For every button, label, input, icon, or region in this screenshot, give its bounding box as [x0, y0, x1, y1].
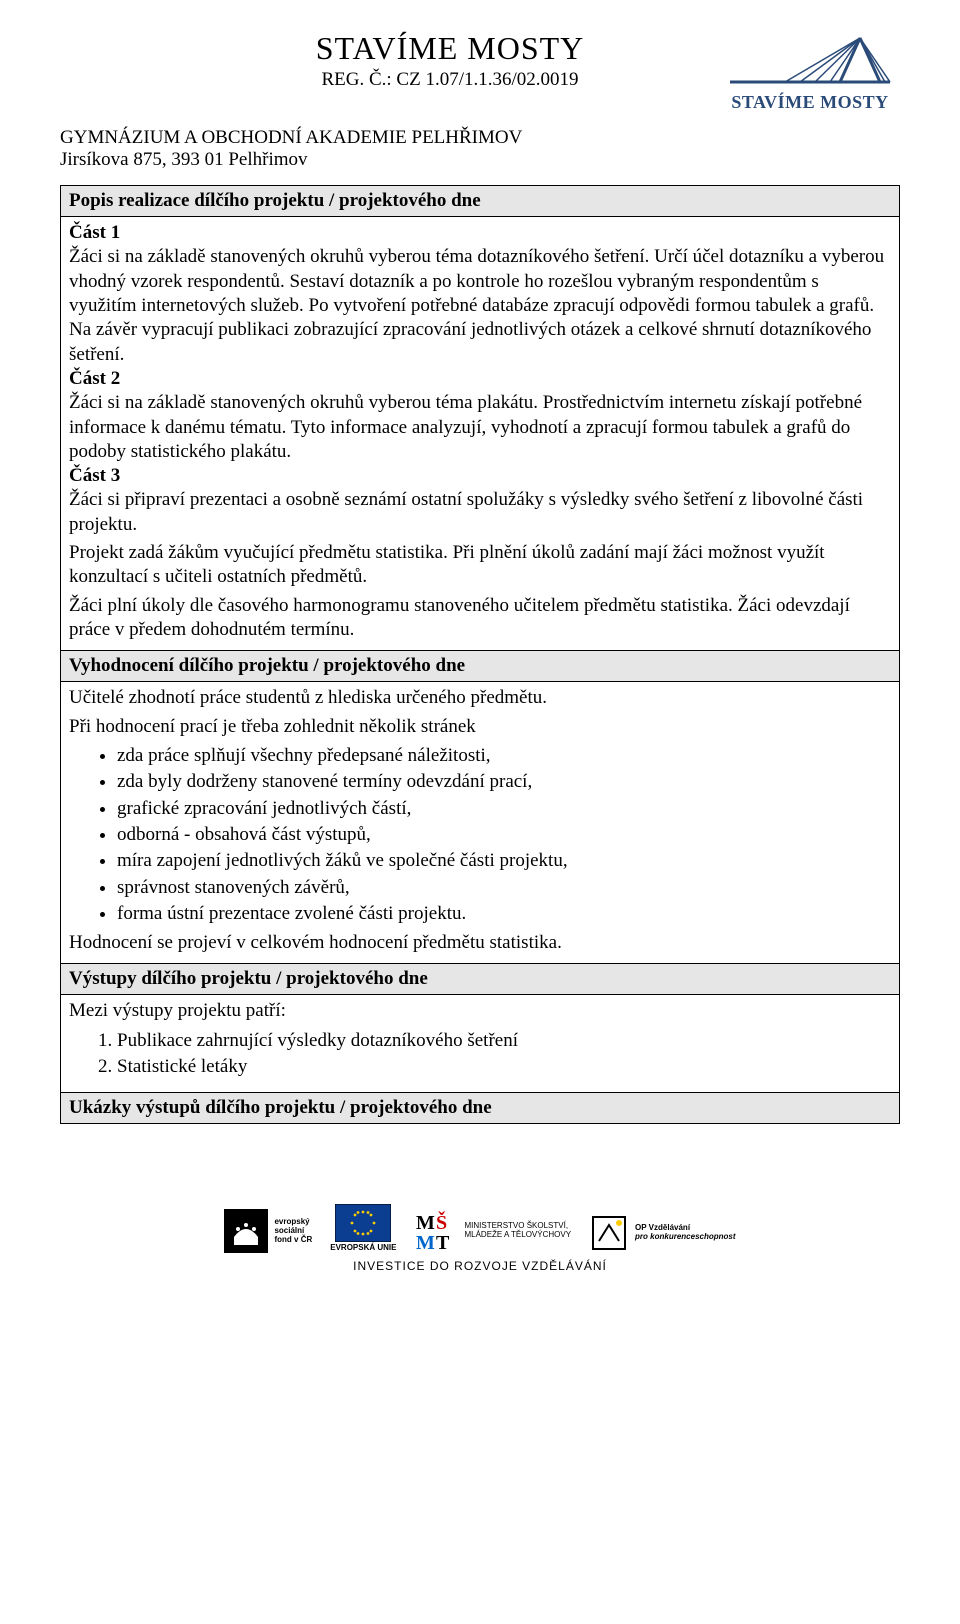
- bullet-item: grafické zpracování jednotlivých částí,: [117, 796, 891, 822]
- project-logo-text: STAVÍME MOSTY: [720, 92, 900, 113]
- op-icon: [589, 1213, 629, 1253]
- section-header-popis: Popis realizace dílčího projektu / proje…: [61, 186, 899, 217]
- part3-p1: Žáci si připraví prezentaci a osobně sez…: [69, 488, 891, 537]
- ministry-text: MINISTERSTVO ŠKOLSTVÍ, MLÁDEŽE A TĚLOVÝC…: [464, 1222, 571, 1240]
- bullet-item: zda byly dodrženy stanovené termíny odev…: [117, 769, 891, 795]
- institution-name: GYMNÁZIUM A OBCHODNÍ AKADEMIE PELHŘIMOV: [60, 127, 900, 149]
- esf-logo: evropský sociální fond v ČR: [224, 1209, 312, 1253]
- vystupy-item: Statistické letáky: [117, 1054, 891, 1080]
- svg-text:M: M: [416, 1212, 435, 1234]
- part2-label: Část 2: [69, 367, 891, 391]
- content-table: Popis realizace dílčího projektu / proje…: [60, 185, 900, 1124]
- op-line: pro konkurenceschopnost: [635, 1233, 735, 1242]
- footer-caption: INVESTICE DO ROZVOJE VZDĚLÁVÁNÍ: [60, 1259, 900, 1273]
- part3-label: Část 3: [69, 464, 891, 488]
- svg-text:M: M: [416, 1232, 435, 1253]
- footer-logo-strip: evropský sociální fond v ČR EVROPSKÁ UNI…: [60, 1204, 900, 1253]
- esf-text: evropský sociální fond v ČR: [274, 1218, 312, 1244]
- project-logo: STAVÍME MOSTY: [720, 34, 900, 113]
- vyhodnoceni-outro: Hodnocení se projeví v celkovém hodnocen…: [69, 931, 891, 955]
- esf-line: fond v ČR: [274, 1236, 312, 1245]
- eu-logo: EVROPSKÁ UNIE: [330, 1204, 396, 1253]
- vyhodnoceni-intro1: Učitelé zhodnotí práce studentů z hledis…: [69, 686, 891, 710]
- page-header: STAVÍME MOSTY REG. Č.: CZ 1.07/1.1.36/02…: [60, 30, 900, 113]
- svg-text:T: T: [436, 1232, 450, 1253]
- section-body-vystupy: Mezi výstupy projektu patří: Publikace z…: [61, 995, 899, 1093]
- section-header-vyhodnoceni: Vyhodnocení dílčího projektu / projektov…: [61, 651, 899, 682]
- main-title: STAVÍME MOSTY: [180, 30, 720, 67]
- part1-text: Žáci si na základě stanovených okruhů vy…: [69, 245, 891, 367]
- bullet-item: zda práce splňují všechny předepsané nál…: [117, 743, 891, 769]
- header-center: STAVÍME MOSTY REG. Č.: CZ 1.07/1.1.36/02…: [180, 30, 720, 91]
- vystupy-list: Publikace zahrnující výsledky dotazníkov…: [117, 1028, 891, 1081]
- bullet-item: míra zapojení jednotlivých žáků ve spole…: [117, 848, 891, 874]
- vystupy-item: Publikace zahrnující výsledky dotazníkov…: [117, 1028, 891, 1054]
- section-body-vyhodnoceni: Učitelé zhodnotí práce studentů z hledis…: [61, 682, 899, 964]
- part3-p3: Žáci plní úkoly dle časového harmonogram…: [69, 594, 891, 643]
- op-text: OP Vzdělávání pro konkurenceschopnost: [635, 1224, 735, 1242]
- vyhodnoceni-intro2: Při hodnocení prací je třeba zohlednit n…: [69, 715, 891, 739]
- institution-block: GYMNÁZIUM A OBCHODNÍ AKADEMIE PELHŘIMOV …: [60, 127, 900, 171]
- ministry-icon: M Š M T: [414, 1209, 458, 1253]
- eu-label: EVROPSKÁ UNIE: [330, 1244, 396, 1253]
- svg-text:Š: Š: [436, 1210, 447, 1234]
- op-logo: OP Vzdělávání pro konkurenceschopnost: [589, 1213, 735, 1253]
- footer-logos: evropský sociální fond v ČR EVROPSKÁ UNI…: [60, 1204, 900, 1273]
- bullet-item: forma ústní prezentace zvolené části pro…: [117, 901, 891, 927]
- part2-text: Žáci si na základě stanovených okruhů vy…: [69, 391, 891, 464]
- bullet-item: správnost stanovených závěrů,: [117, 875, 891, 901]
- section-header-ukazky: Ukázky výstupů dílčího projektu / projek…: [61, 1093, 899, 1124]
- ministry-logo: M Š M T MINISTERSTVO ŠKOLSTVÍ, MLÁDEŽE A…: [414, 1209, 571, 1253]
- institution-address: Jirsíkova 875, 393 01 Pelhřimov: [60, 149, 900, 171]
- vyhodnoceni-bullets: zda práce splňují všechny předepsané nál…: [117, 743, 891, 927]
- reg-line: REG. Č.: CZ 1.07/1.1.36/02.0019: [180, 69, 720, 91]
- eu-flag-icon: [335, 1204, 391, 1242]
- section-body-popis: Část 1 Žáci si na základě stanovených ok…: [61, 217, 899, 651]
- section-header-vystupy: Výstupy dílčího projektu / projektového …: [61, 964, 899, 995]
- esf-icon: [224, 1209, 268, 1253]
- part3-p2: Projekt zadá žákům vyučující předmětu st…: [69, 541, 891, 590]
- bridge-icon: [725, 34, 895, 94]
- bullet-item: odborná - obsahová část výstupů,: [117, 822, 891, 848]
- ministry-line: MLÁDEŽE A TĚLOVÝCHOVY: [464, 1231, 571, 1240]
- part1-label: Část 1: [69, 221, 891, 245]
- vystupy-intro: Mezi výstupy projektu patří:: [69, 999, 891, 1023]
